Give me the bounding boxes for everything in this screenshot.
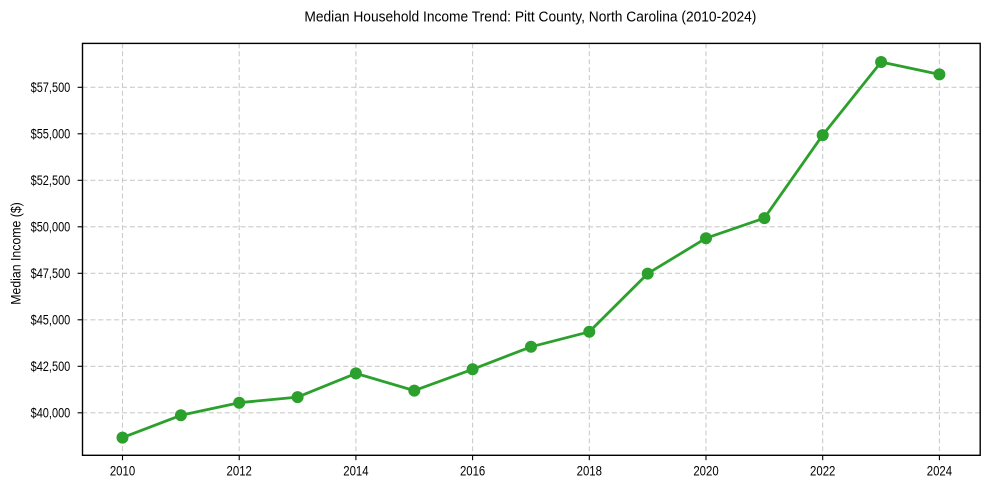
svg-text:$52,500: $52,500 (31, 172, 71, 188)
svg-text:$57,500: $57,500 (31, 79, 71, 95)
svg-text:2012: 2012 (227, 463, 253, 479)
svg-text:$55,000: $55,000 (31, 125, 71, 141)
svg-text:Median Income ($): Median Income ($) (7, 202, 23, 305)
svg-text:2020: 2020 (693, 463, 719, 479)
svg-text:$45,000: $45,000 (31, 311, 71, 327)
svg-text:2018: 2018 (577, 463, 603, 479)
svg-text:$47,500: $47,500 (31, 265, 71, 281)
svg-text:2010: 2010 (110, 463, 136, 479)
svg-text:2022: 2022 (810, 463, 836, 479)
svg-text:$50,000: $50,000 (31, 218, 71, 234)
svg-text:$42,500: $42,500 (31, 358, 71, 374)
svg-text:2016: 2016 (460, 463, 486, 479)
svg-text:Median Household Income Trend:: Median Household Income Trend: Pitt Coun… (304, 8, 756, 25)
svg-text:2024: 2024 (927, 463, 953, 479)
svg-text:2014: 2014 (343, 463, 369, 479)
svg-text:$40,000: $40,000 (31, 404, 71, 420)
